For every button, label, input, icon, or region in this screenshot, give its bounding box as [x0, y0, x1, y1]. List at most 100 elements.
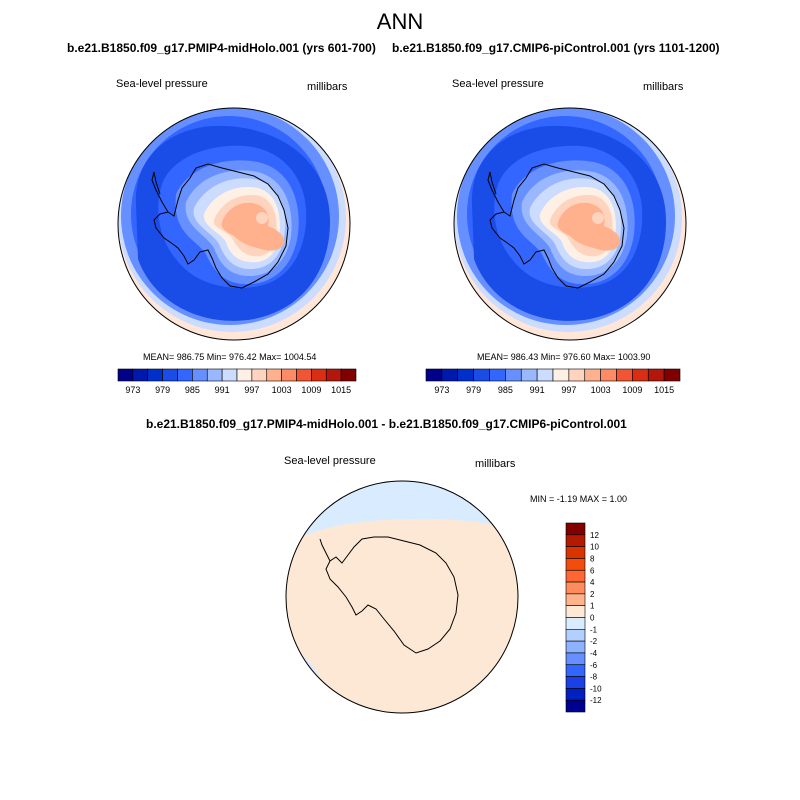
colorbar-box [162, 368, 178, 382]
colorbar-box [296, 368, 312, 382]
colorbar-box [325, 368, 342, 382]
colorbar-box [565, 593, 586, 606]
colorbar-box [147, 368, 163, 382]
colorbar-box [565, 652, 586, 666]
colorbar-box [600, 368, 617, 382]
colorbar-box [505, 368, 522, 382]
colorbar-box [647, 368, 665, 382]
colorbar-box [192, 368, 208, 382]
colorbar-label: 979 [466, 385, 481, 395]
colorbar-label: 973 [125, 385, 140, 395]
panel1-map-border [117, 107, 351, 341]
panel1-stats: MEAN= 986.75 Min= 976.42 Max= 1004.54 [143, 352, 317, 362]
colorbar-box [565, 558, 586, 571]
colorbar-label: 991 [530, 385, 545, 395]
diff-units-label: millibars [475, 458, 516, 470]
colorbar-box [565, 699, 586, 713]
colorbar-label: -10 [590, 684, 602, 693]
panel2-map-border [453, 107, 687, 341]
panel2-case-title: b.e21.B1850.f09_g17.CMIP6-piControl.001 … [392, 41, 720, 55]
colorbar-label: 0 [590, 614, 595, 623]
panel1-variable-label: Sea-level pressure [116, 78, 208, 90]
colorbar-box [473, 368, 490, 382]
colorbar-box [520, 368, 538, 382]
figure-title: ANN [376, 9, 424, 34]
colorbar-box [565, 581, 586, 595]
panel1-map [118, 108, 350, 340]
panel2-colorbar: 973 979 985 991 997 1003 1009 1015 [425, 368, 681, 395]
panel2-variable-label: Sea-level pressure [452, 78, 544, 90]
colorbar-box [565, 534, 586, 547]
colorbar-label: 1015 [331, 385, 351, 395]
colorbar-label: 991 [215, 385, 230, 395]
colorbar-box [565, 688, 586, 701]
colorbar-label: 1 [590, 602, 595, 611]
colorbar-label: 4 [590, 578, 595, 587]
colorbar-label: -4 [590, 649, 598, 658]
colorbar-box [565, 522, 586, 536]
panel1-case-title: b.e21.B1850.f09_g17.PMIP4-midHolo.001 (y… [67, 41, 376, 55]
colorbar-box [616, 368, 633, 382]
colorbar-box [663, 368, 681, 382]
colorbar-label: 1009 [622, 385, 642, 395]
colorbar-label: -6 [590, 661, 598, 670]
panel2-map [454, 108, 686, 340]
colorbar-box [132, 368, 149, 382]
colorbar-box [266, 368, 282, 382]
colorbar-label: 997 [244, 385, 259, 395]
colorbar-box [565, 640, 586, 654]
colorbar-label: -2 [590, 637, 598, 646]
colorbar-label: 1003 [591, 385, 611, 395]
colorbar-label: 6 [590, 566, 595, 575]
panel1-units-label: millibars [307, 81, 348, 93]
colorbar-box [221, 368, 238, 382]
colorbar-box [236, 368, 253, 382]
colorbar-box [206, 368, 223, 382]
colorbar-label: -8 [590, 673, 598, 682]
colorbar-label: 997 [561, 385, 576, 395]
colorbar-box [565, 629, 586, 642]
colorbar-box [457, 368, 474, 382]
colorbar-box [425, 368, 443, 382]
colorbar-box [441, 368, 459, 382]
colorbar-label: 979 [155, 385, 170, 395]
colorbar-box [489, 368, 506, 382]
colorbar-box [565, 569, 586, 583]
colorbar-box [584, 368, 601, 382]
colorbar-box [251, 368, 268, 382]
colorbar-box [281, 368, 297, 382]
panel2-units-label: millibars [643, 81, 684, 93]
colorbar-box [311, 368, 327, 382]
colorbar-box [552, 368, 570, 382]
colorbar-label: 8 [590, 554, 595, 563]
colorbar-box [565, 605, 586, 618]
colorbar-label: -1 [590, 625, 598, 634]
panel2-stats: MEAN= 986.43 Min= 976.60 Max= 1003.90 [477, 352, 651, 362]
colorbar-box [565, 546, 586, 559]
colorbar-label: 1015 [654, 385, 674, 395]
colorbar-label: 1009 [301, 385, 321, 395]
colorbar-label: 12 [590, 531, 599, 540]
diff-title: b.e21.B1850.f09_g17.PMIP4-midHolo.001 - … [146, 417, 627, 431]
colorbar-label: 2 [590, 590, 595, 599]
diff-map-border [285, 480, 519, 714]
colorbar-box [565, 664, 586, 677]
colorbar-box [568, 368, 586, 382]
diff-variable-label: Sea-level pressure [284, 455, 376, 467]
colorbar-label: 985 [498, 385, 513, 395]
colorbar-box [565, 676, 586, 689]
diff-map [286, 481, 518, 713]
colorbar-label: -12 [590, 696, 602, 705]
colorbar-box [632, 368, 649, 382]
colorbar-label: 1003 [272, 385, 292, 395]
colorbar-label: 973 [434, 385, 449, 395]
colorbar-box [536, 368, 554, 382]
colorbar-label: 10 [590, 543, 599, 552]
diff-stats: MIN = -1.19 MAX = 1.00 [530, 494, 628, 504]
colorbar-box [340, 368, 357, 382]
colorbar-box [117, 368, 134, 382]
panel1-colorbar: 973 979 985 991 997 1003 1009 1015 [117, 368, 357, 395]
